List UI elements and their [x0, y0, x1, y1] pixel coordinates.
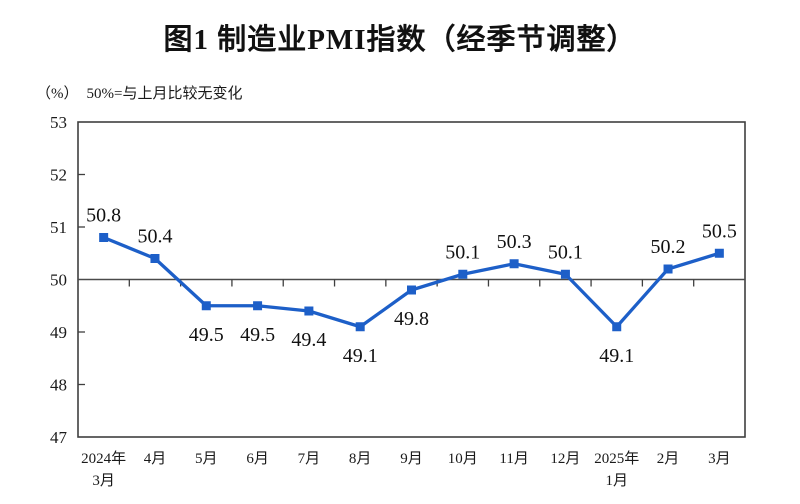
data-point-label: 50.1 [445, 241, 480, 263]
x-axis-label: 12月 [550, 451, 580, 467]
data-point-marker [304, 306, 314, 316]
data-point-label: 50.3 [497, 231, 532, 253]
data-point-marker [612, 322, 622, 332]
y-axis-label: 49 [50, 323, 67, 342]
data-point-label: 49.1 [343, 345, 378, 367]
data-point-marker [560, 269, 570, 279]
data-point-label: 49.4 [291, 329, 326, 351]
x-axis-label: 7月 [298, 451, 321, 467]
data-point-label: 50.2 [651, 236, 686, 258]
x-axis-label: 8月 [349, 451, 372, 467]
data-point-marker [407, 285, 416, 295]
chart-subtitle: （%） 50%=与上月比较无变化 [36, 82, 242, 103]
x-axis-label: 10月 [448, 451, 478, 467]
x-axis-label: 2024年 [81, 450, 126, 467]
data-point-marker [714, 248, 724, 258]
y-axis-label: 48 [50, 376, 67, 395]
data-point-label: 49.5 [240, 324, 275, 346]
data-point-marker [253, 301, 263, 311]
x-axis-label: 1月 [605, 473, 628, 489]
x-axis-label: 6月 [246, 451, 269, 467]
x-axis-label: 4月 [144, 451, 167, 467]
x-axis-label: 5月 [195, 451, 218, 467]
data-point-label: 50.4 [137, 226, 172, 248]
data-point-marker [150, 254, 160, 263]
data-point-marker [355, 322, 365, 332]
x-axis-label: 11月 [499, 451, 528, 467]
data-point-label: 50.5 [702, 220, 737, 242]
x-axis-label: 2025年 [594, 450, 639, 467]
data-point-label: 49.8 [394, 308, 429, 330]
y-axis-label: 47 [50, 428, 68, 447]
data-point-marker [663, 264, 673, 274]
x-axis-label: 3月 [92, 473, 115, 489]
data-point-marker [509, 259, 519, 269]
y-axis-label: 52 [50, 166, 67, 185]
data-point-marker [99, 233, 109, 242]
unit-label: （%） [36, 86, 79, 102]
data-point-label: 49.5 [189, 324, 224, 346]
baseline-note: 50%=与上月比较无变化 [86, 86, 243, 102]
chart-title: 图1 制造业PMI指数（经季节调整） [163, 24, 637, 56]
y-axis-label: 53 [50, 113, 67, 132]
data-point-label: 50.1 [548, 241, 583, 263]
data-point-label: 49.1 [599, 345, 634, 367]
data-point-label: 50.8 [86, 205, 121, 227]
y-axis-label: 50 [50, 271, 67, 290]
x-axis-label: 9月 [400, 451, 423, 467]
x-axis-label: 3月 [708, 451, 731, 467]
data-point-marker [458, 269, 468, 279]
data-point-marker [201, 301, 211, 311]
x-axis-label: 2月 [657, 451, 680, 467]
y-axis-label: 51 [50, 218, 67, 237]
